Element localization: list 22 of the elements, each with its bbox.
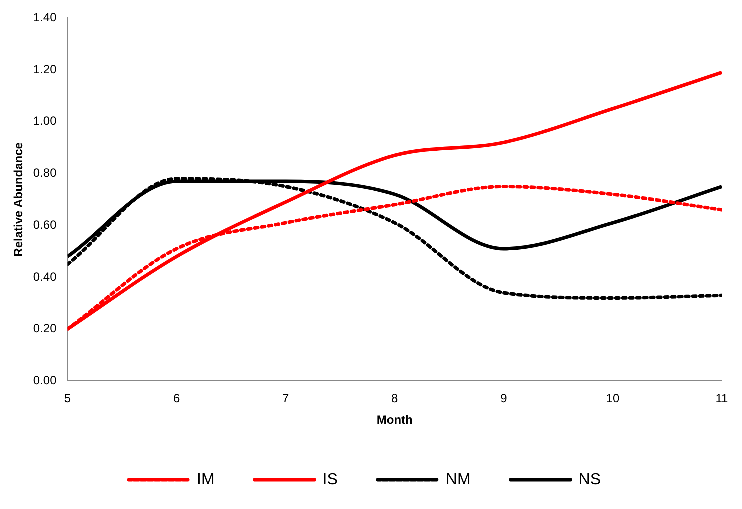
x-tick-label: 5 (64, 392, 72, 406)
legend-label: IS (322, 471, 338, 488)
y-tick-label: 0.20 (33, 322, 58, 336)
y-tick-label: 1.00 (33, 114, 58, 128)
line-series (68, 177, 722, 300)
x-tick-label: 7 (282, 392, 290, 406)
x-tick-label: 8 (392, 392, 399, 406)
legend-label: NS (578, 471, 602, 488)
x-tick-label: 6 (173, 392, 180, 406)
x-axis-title: Month (376, 413, 413, 428)
x-tick-label: 11 (716, 392, 729, 406)
legend-label: NM (446, 471, 471, 488)
y-tick-label: 0.80 (33, 166, 58, 180)
y-tick-label: 0.40 (33, 270, 58, 284)
y-tick-label: 0.60 (33, 218, 58, 232)
y-axis-title: Relative Abundance (12, 142, 26, 257)
y-tick-label: 0.00 (33, 374, 58, 388)
y-tick-label: 1.20 (33, 62, 58, 76)
legend-label: IM (197, 471, 215, 488)
y-tick-label: 1.40 (33, 10, 58, 25)
x-tick-label: 9 (500, 392, 508, 406)
x-tick-label: 10 (606, 392, 620, 406)
